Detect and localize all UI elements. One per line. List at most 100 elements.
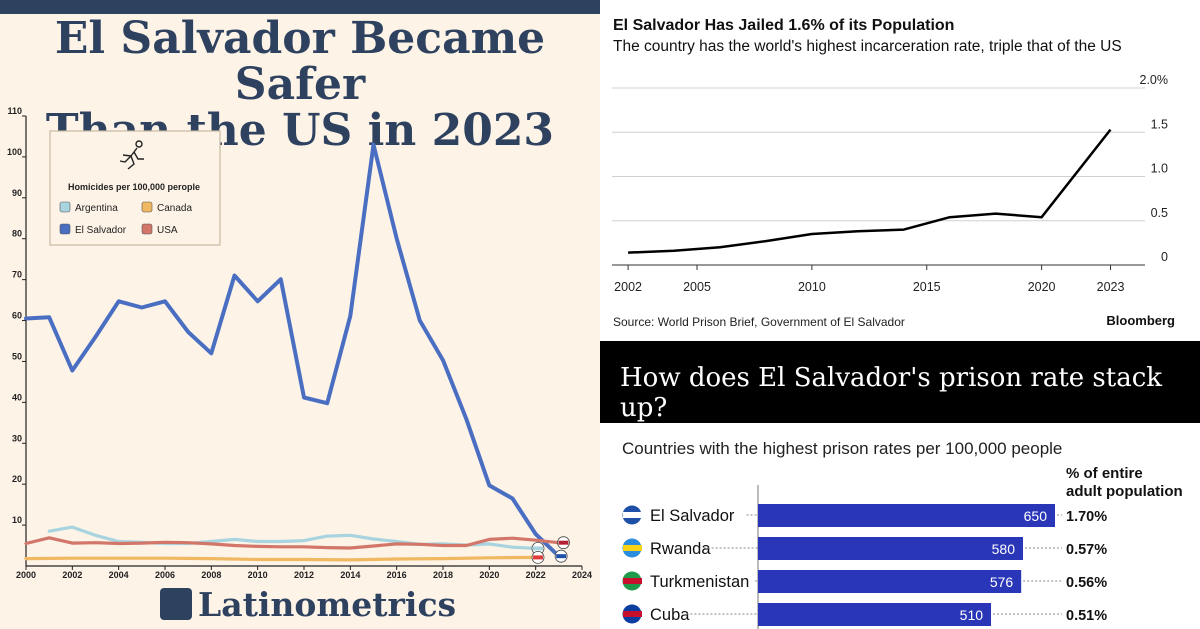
x-tick-label: 2005 — [683, 280, 711, 294]
country-label: Cuba — [650, 606, 690, 624]
legend-label: Argentina — [75, 203, 118, 214]
flag-stripe — [623, 578, 642, 584]
bar-value-label: 580 — [992, 541, 1016, 557]
y-tick-label: 0 — [1161, 250, 1168, 264]
prison-rate-bar-chart: El Salvador 650 1.70% Rwanda 580 0.57% Turkmen… — [622, 485, 1107, 629]
y-tick-label: 10 — [12, 515, 22, 525]
incarceration-subtitle: The country has the world's highest inca… — [613, 38, 1122, 55]
y-tick-label: 80 — [12, 229, 22, 239]
legend-label: USA — [157, 225, 178, 236]
x-tick-label: 2024 — [572, 570, 592, 580]
legend-swatch — [59, 201, 71, 213]
y-tick-label: 1.5 — [1151, 117, 1168, 131]
x-tick-label: 2016 — [387, 570, 407, 580]
y-tick-label: 2.0% — [1140, 73, 1169, 87]
y-tick-label: 30 — [12, 433, 22, 443]
bar-value-label: 510 — [960, 607, 984, 623]
y-tick-label: 90 — [12, 188, 22, 198]
el-salvador-flag-icon — [622, 505, 642, 525]
country-label: El Salvador — [650, 507, 735, 525]
flag-stripe — [532, 555, 543, 560]
turkmenistan-flag-icon — [622, 571, 642, 591]
incarceration-panel: El Salvador Has Jailed 1.6% of its Popul… — [600, 0, 1200, 340]
legend-swatch — [59, 223, 71, 235]
incarceration-chart: 0 0.5 1.0 1.5 2.0% 2002 2005 2010 2015 2020 2023 — [612, 73, 1169, 294]
x-tick-label: 2004 — [109, 570, 129, 580]
bar-value-label: 650 — [1024, 508, 1048, 524]
prison-rate-panel: Countries with the highest prison rates … — [600, 423, 1200, 629]
bar-value-label: 576 — [990, 574, 1014, 590]
pct-header-line1: % of entire — [1066, 465, 1143, 482]
y-tick-label: 110 — [7, 106, 22, 116]
x-tick-label: 2022 — [526, 570, 546, 580]
y-tick-label: 0.5 — [1151, 206, 1168, 220]
bar — [758, 603, 992, 626]
series-line-canada — [24, 555, 538, 562]
homicide-chart: 10 20 30 40 50 60 70 80 90 100 110 2000 2002 2004 2006… — [7, 106, 592, 580]
rwanda-flag-icon — [622, 538, 642, 558]
bar — [758, 537, 1024, 560]
y-tick-label: 40 — [12, 392, 22, 402]
country-label: Rwanda — [650, 540, 711, 558]
usa-flag-icon — [557, 536, 570, 550]
x-tick-label: 2008 — [201, 570, 221, 580]
y-tick-label: 1.0 — [1151, 162, 1168, 176]
legend-title: Homicides per 100,000 perople — [68, 182, 200, 192]
y-tick-label: 20 — [12, 474, 22, 484]
pct-header: % of entire adult population — [1066, 465, 1183, 501]
el-salvador-flag-icon — [554, 549, 568, 563]
legend-swatch — [141, 201, 153, 213]
y-tick-label: 60 — [12, 311, 22, 321]
pct-label: 0.56% — [1066, 575, 1107, 591]
legend-swatch — [141, 223, 153, 235]
y-tick-label: 100 — [7, 147, 22, 157]
x-tick-label: 2010 — [798, 280, 826, 294]
x-tick-label: 2012 — [294, 570, 314, 580]
prison-rate-subtitle: Countries with the highest prison rates … — [622, 439, 1063, 458]
x-tick-label: 2020 — [479, 570, 499, 580]
x-tick-label: 2020 — [1028, 280, 1056, 294]
x-tick-label: 2018 — [433, 570, 453, 580]
pct-header-line2: adult population — [1066, 483, 1183, 500]
incarceration-title: El Salvador Has Jailed 1.6% of its Popul… — [613, 17, 955, 34]
x-tick-label: 2000 — [16, 570, 36, 580]
flag-stripe — [623, 545, 642, 551]
flag-stripe — [532, 546, 543, 551]
canada-flag-icon — [531, 551, 545, 564]
legend-label: Canada — [157, 203, 192, 214]
x-tick-label: 2006 — [155, 570, 175, 580]
homicide-legend: Homicides per 100,000 perople Argentina C… — [49, 130, 221, 246]
brand-name: Latinometrics — [198, 584, 457, 624]
y-tick-label: 70 — [12, 270, 22, 280]
pct-label: 1.70% — [1066, 509, 1107, 525]
latam-map-icon — [160, 588, 192, 620]
flag-stripe — [556, 554, 567, 559]
bar — [758, 570, 1022, 593]
source-note: Source: World Prison Brief, Government o… — [613, 315, 905, 329]
x-tick-label: 2014 — [340, 570, 360, 580]
x-tick-label: 2010 — [248, 570, 268, 580]
cuba-flag-icon — [622, 604, 642, 624]
pct-label: 0.57% — [1066, 542, 1107, 558]
left-panel: El Salvador Became Safer Than the US in … — [0, 0, 600, 629]
flag-stripe — [558, 540, 569, 545]
latinometrics-brand: Latinometrics — [160, 582, 456, 626]
series-line-usa — [24, 536, 561, 550]
legend-label: El Salvador — [75, 225, 127, 236]
country-label: Turkmenistan — [650, 573, 749, 591]
section-header-text: How does El Salvador's prison rate stack… — [620, 363, 1163, 423]
flag-stripe — [623, 512, 642, 518]
flag-stripe — [623, 611, 642, 617]
series-line-el-salvador — [24, 142, 561, 559]
x-tick-label: 2023 — [1097, 280, 1125, 294]
top-stripe — [0, 0, 600, 14]
x-tick-label: 2002 — [614, 280, 642, 294]
bar — [758, 504, 1055, 527]
running-figure-icon — [119, 140, 144, 170]
pct-label: 0.51% — [1066, 608, 1107, 624]
bloomberg-brand: Bloomberg — [1106, 313, 1175, 328]
incarceration-line — [628, 128, 1112, 254]
x-tick-label: 2002 — [62, 570, 82, 580]
x-tick-label: 2015 — [913, 280, 941, 294]
y-tick-label: 50 — [12, 351, 22, 361]
